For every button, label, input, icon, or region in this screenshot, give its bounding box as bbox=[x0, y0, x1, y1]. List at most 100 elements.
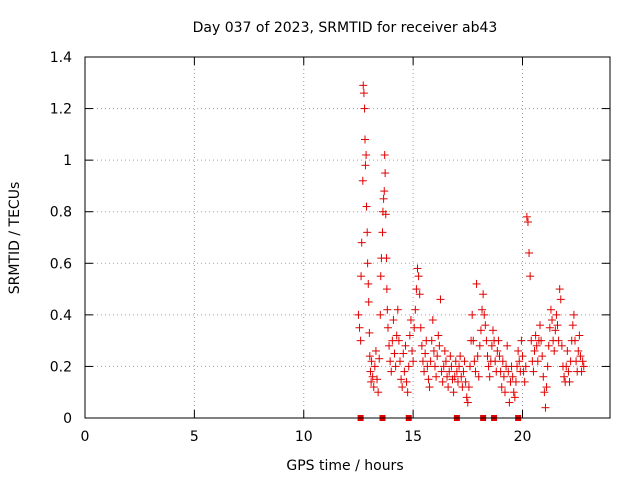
data-point bbox=[391, 362, 400, 371]
data-point bbox=[399, 349, 408, 358]
data-point bbox=[501, 388, 509, 397]
data-point bbox=[518, 352, 527, 361]
data-point bbox=[469, 336, 478, 345]
data-point bbox=[378, 228, 387, 237]
data-point bbox=[397, 375, 406, 384]
data-point bbox=[532, 341, 541, 350]
data-point bbox=[369, 383, 378, 392]
data-point bbox=[533, 357, 542, 366]
data-point bbox=[510, 393, 519, 402]
x-tick-label: 20 bbox=[514, 429, 532, 445]
data-point bbox=[420, 367, 429, 376]
data-point bbox=[466, 362, 474, 371]
data-point bbox=[537, 336, 546, 345]
data-point bbox=[509, 388, 518, 397]
data-point bbox=[511, 377, 520, 386]
data-point bbox=[389, 316, 398, 325]
data-point bbox=[564, 367, 573, 376]
data-point bbox=[364, 297, 373, 306]
data-point bbox=[367, 377, 376, 386]
data-point bbox=[421, 349, 430, 358]
data-point bbox=[543, 362, 552, 371]
data-point bbox=[428, 316, 437, 325]
data-point bbox=[531, 331, 540, 340]
data-point bbox=[431, 362, 439, 371]
data-point bbox=[398, 383, 407, 392]
data-point bbox=[432, 372, 441, 381]
data-point bbox=[363, 259, 372, 268]
y-tick-label: 0.8 bbox=[50, 205, 72, 221]
data-point bbox=[382, 285, 391, 294]
y-tick-label: 1.2 bbox=[50, 102, 72, 118]
data-point bbox=[381, 169, 390, 178]
data-point bbox=[423, 362, 432, 371]
data-point bbox=[474, 372, 483, 381]
data-point bbox=[359, 81, 368, 90]
data-point bbox=[551, 326, 560, 335]
data-point bbox=[376, 310, 385, 319]
data-point bbox=[491, 357, 500, 366]
data-point bbox=[409, 357, 418, 366]
data-point bbox=[361, 135, 369, 144]
data-point bbox=[400, 367, 409, 376]
data-point bbox=[526, 272, 535, 281]
data-point bbox=[357, 238, 366, 247]
data-point bbox=[415, 290, 424, 299]
data-point bbox=[463, 398, 472, 407]
data-point bbox=[461, 377, 470, 386]
data-point bbox=[495, 352, 504, 361]
data-point bbox=[488, 326, 497, 335]
data-point bbox=[546, 305, 555, 314]
data-point bbox=[542, 383, 551, 392]
y-tick-label: 0.6 bbox=[50, 256, 72, 272]
data-point bbox=[520, 377, 529, 386]
data-point bbox=[451, 357, 460, 366]
data-point bbox=[574, 346, 583, 355]
data-point bbox=[505, 398, 514, 407]
data-point bbox=[462, 393, 471, 402]
data-point bbox=[519, 367, 528, 376]
data-point bbox=[493, 346, 502, 355]
data-point bbox=[539, 372, 548, 381]
data-point bbox=[562, 362, 571, 371]
data-point bbox=[370, 362, 379, 371]
data-point bbox=[455, 362, 464, 371]
x-tick-label: 15 bbox=[404, 429, 422, 445]
data-point bbox=[381, 210, 390, 219]
data-point bbox=[357, 272, 366, 281]
data-point bbox=[468, 310, 477, 319]
data-point bbox=[440, 346, 449, 355]
data-point bbox=[538, 352, 547, 361]
data-point bbox=[434, 331, 443, 340]
data-point bbox=[576, 352, 585, 361]
data-point bbox=[365, 328, 374, 337]
data-point bbox=[552, 310, 561, 319]
data-point bbox=[476, 326, 485, 335]
data-point bbox=[386, 357, 395, 366]
data-point bbox=[475, 341, 484, 350]
data-point bbox=[375, 354, 384, 363]
data-point bbox=[358, 176, 367, 185]
data-point bbox=[457, 372, 466, 381]
data-point bbox=[362, 150, 371, 159]
data-point bbox=[525, 248, 534, 257]
data-point bbox=[517, 336, 526, 345]
data-point bbox=[443, 372, 452, 381]
data-point bbox=[404, 362, 413, 371]
data-point bbox=[541, 403, 550, 412]
data-point bbox=[365, 352, 374, 361]
data-point bbox=[503, 341, 512, 350]
data-point bbox=[471, 367, 480, 376]
tick-layer: 0 0.2 0.4 0.6 0.8 1 1.2 1.4 0 5 10 15 20 bbox=[50, 50, 610, 445]
data-point bbox=[527, 336, 536, 345]
chart-title: Day 037 of 2023, SRMTID for receiver ab4… bbox=[193, 20, 498, 36]
data-point bbox=[405, 331, 414, 340]
data-point bbox=[446, 352, 455, 361]
data-point bbox=[508, 372, 517, 381]
data-point bbox=[481, 321, 490, 330]
data-point bbox=[406, 316, 415, 325]
data-point bbox=[499, 372, 508, 381]
data-point bbox=[483, 352, 492, 361]
data-point bbox=[479, 290, 488, 299]
x-tick-label: 0 bbox=[81, 429, 90, 445]
